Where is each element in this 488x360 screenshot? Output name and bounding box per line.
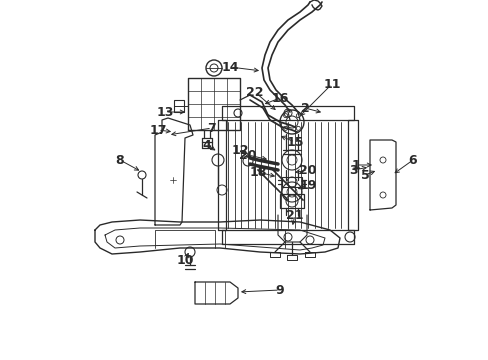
Text: 1: 1 bbox=[351, 158, 360, 171]
Text: 18: 18 bbox=[249, 166, 266, 179]
Text: 7: 7 bbox=[207, 122, 216, 135]
Bar bbox=[280, 194, 304, 208]
Text: 10: 10 bbox=[176, 253, 193, 266]
Text: 12: 12 bbox=[231, 144, 248, 157]
Text: 4: 4 bbox=[202, 139, 211, 152]
Text: 2: 2 bbox=[300, 102, 309, 114]
Text: 20: 20 bbox=[299, 163, 316, 176]
Text: 20: 20 bbox=[239, 149, 256, 162]
Bar bbox=[282, 177, 302, 187]
Text: 14: 14 bbox=[221, 60, 238, 73]
Text: 6: 6 bbox=[408, 153, 416, 166]
Bar bbox=[174, 100, 183, 112]
Text: 8: 8 bbox=[116, 153, 124, 166]
Text: 22: 22 bbox=[246, 86, 263, 99]
Text: 16: 16 bbox=[271, 91, 288, 104]
Text: 5: 5 bbox=[360, 168, 368, 181]
Text: 13: 13 bbox=[156, 105, 173, 118]
Text: 15: 15 bbox=[285, 135, 303, 149]
Text: 17: 17 bbox=[149, 123, 166, 136]
Text: 9: 9 bbox=[275, 284, 284, 297]
Text: 19: 19 bbox=[299, 179, 316, 192]
Text: 11: 11 bbox=[323, 77, 340, 90]
Text: 21: 21 bbox=[285, 208, 303, 221]
Text: 3: 3 bbox=[348, 163, 357, 176]
